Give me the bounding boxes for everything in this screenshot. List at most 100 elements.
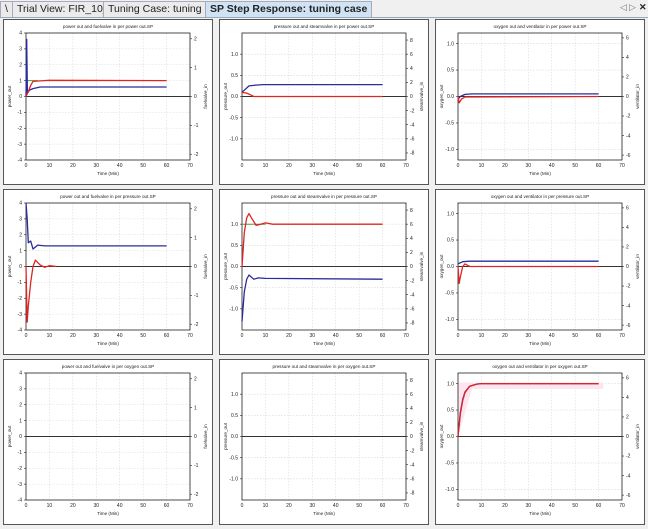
y2-tick-label: -6 xyxy=(410,307,415,313)
series-oxygen-out xyxy=(457,95,599,104)
x-tick-label: 0 xyxy=(241,503,244,509)
tab-label: \ xyxy=(5,3,8,15)
x-axis-label: Time (Min) xyxy=(313,511,335,516)
x-tick-label: 20 xyxy=(70,503,76,509)
y2-tick-label: 8 xyxy=(410,38,413,44)
y2-tick-label: -6 xyxy=(410,477,415,483)
scroll-right-icon[interactable]: ▷ xyxy=(629,2,636,12)
y-tick-label: 0.5 xyxy=(447,408,454,414)
y2-axis-label: steamvalve_in xyxy=(419,81,424,111)
x-tick-label: 60 xyxy=(164,163,170,169)
tab-sp-step-response[interactable]: SP Step Response: tuning case xyxy=(205,1,373,17)
x-tick-label: 70 xyxy=(187,163,193,169)
y-tick-label: -1.0 xyxy=(445,487,454,493)
y-axis-label: pressure_out xyxy=(223,252,228,280)
y-tick-label: -4 xyxy=(18,158,23,164)
y2-tick-label: -6 xyxy=(626,493,631,499)
y2-tick-label: -8 xyxy=(410,151,415,157)
y-tick-label: 1 xyxy=(19,418,22,424)
x-axis-label: Time (Min) xyxy=(97,341,119,346)
y2-tick-label: -2 xyxy=(626,284,631,290)
x-tick-label: 40 xyxy=(333,333,339,339)
x-axis-label: Time (Min) xyxy=(313,341,335,346)
y-tick-label: -4 xyxy=(18,498,23,504)
y-tick-label: 1.0 xyxy=(447,211,454,217)
x-axis-label: Time (Min) xyxy=(529,341,551,346)
x-tick-label: 50 xyxy=(572,163,578,169)
y2-axis-label: ventilator_in xyxy=(635,424,640,449)
y2-tick-label: 2 xyxy=(626,415,629,421)
y-tick-label: -1.0 xyxy=(445,317,454,323)
y-tick-label: -2 xyxy=(18,466,23,472)
x-tick-label: 60 xyxy=(596,503,602,509)
y-tick-label: 2 xyxy=(19,62,22,68)
x-tick-label: 70 xyxy=(403,163,409,169)
chart-title: pressure out and steamvalve in per oxyge… xyxy=(273,364,376,369)
x-tick-label: 50 xyxy=(140,503,146,509)
tab-label: Trial View: FIR_10_400 xyxy=(17,3,127,15)
scroll-left-icon[interactable]: ◁ xyxy=(620,2,627,12)
series-pressure-out xyxy=(241,91,383,98)
y2-tick-label: 2 xyxy=(626,75,629,81)
chart-title: power out and fuelvalve in per pressure … xyxy=(60,194,156,199)
y-axis-label: oxygen_out xyxy=(439,84,444,108)
y-tick-label: -1.0 xyxy=(445,147,454,153)
y-tick-label: 0.0 xyxy=(447,264,454,270)
x-tick-label: 40 xyxy=(549,503,555,509)
x-tick-label: 30 xyxy=(310,163,316,169)
y2-tick-label: -2 xyxy=(194,322,199,328)
y-tick-label: -0.5 xyxy=(229,455,238,461)
y-tick-label: -2 xyxy=(18,296,23,302)
x-tick-label: 40 xyxy=(549,163,555,169)
y2-axis-label: fuelvalve_in xyxy=(203,424,208,449)
y-axis-label: pressure_out xyxy=(223,422,228,450)
x-tick-label: 10 xyxy=(47,503,53,509)
y2-tick-label: -6 xyxy=(626,323,631,329)
y-tick-label: 1.0 xyxy=(231,52,238,58)
x-tick-label: 40 xyxy=(549,333,555,339)
y-tick-label: 3 xyxy=(19,387,22,393)
x-tick-label: 20 xyxy=(70,333,76,339)
close-icon[interactable]: ✕ xyxy=(639,2,647,12)
y-tick-label: -1.0 xyxy=(229,477,238,483)
x-tick-label: 50 xyxy=(140,333,146,339)
y-axis-label: power_out xyxy=(7,425,12,447)
y-tick-label: -0.5 xyxy=(229,115,238,121)
y-tick-label: 0.5 xyxy=(231,243,238,249)
y2-tick-label: -6 xyxy=(626,153,631,159)
y2-tick-label: 4 xyxy=(410,66,413,72)
x-tick-label: 40 xyxy=(117,503,123,509)
tab-overflow[interactable]: \ xyxy=(0,1,13,17)
chart-panel: oxygen out and ventilator in per pressur… xyxy=(435,189,645,355)
y2-tick-label: 2 xyxy=(410,420,413,426)
tab-tuning-case[interactable]: Tuning Case: tuning case xyxy=(103,1,232,17)
x-axis-label: Time (Min) xyxy=(97,511,119,516)
y-axis-label: power_out xyxy=(7,85,12,107)
x-tick-label: 60 xyxy=(380,163,386,169)
y-tick-label: 0.0 xyxy=(447,94,454,100)
y2-tick-label: 0 xyxy=(410,434,413,440)
tab-trial-view[interactable]: Trial View: FIR_10_400 xyxy=(12,1,132,17)
y-axis-label: oxygen_out xyxy=(439,424,444,448)
x-tick-label: 40 xyxy=(333,163,339,169)
y2-tick-label: 2 xyxy=(410,80,413,86)
y-tick-label: 4 xyxy=(19,31,22,37)
x-tick-label: 30 xyxy=(94,163,100,169)
y2-tick-label: -2 xyxy=(410,278,415,284)
series-ventilator-in xyxy=(457,260,599,265)
chart-panel: power out and fuelvalve in per pressure … xyxy=(3,189,213,355)
x-tick-label: 50 xyxy=(356,163,362,169)
y-tick-label: 4 xyxy=(19,371,22,377)
chart-title: power out and fuelvalve in per oxygen ou… xyxy=(62,364,154,369)
y-tick-label: 3 xyxy=(19,47,22,53)
y-axis-label: power_out xyxy=(7,255,12,277)
chart-title: pressure out and steamvalve in per power… xyxy=(274,24,375,29)
y-tick-label: -0.5 xyxy=(445,291,454,297)
y2-tick-label: 8 xyxy=(410,208,413,214)
x-tick-label: 10 xyxy=(47,163,53,169)
y2-axis-label: ventilator_in xyxy=(635,254,640,279)
x-tick-label: 70 xyxy=(187,503,193,509)
y2-tick-label: 4 xyxy=(410,236,413,242)
series-fuelvalve-in xyxy=(25,202,167,250)
y-tick-label: 1 xyxy=(19,248,22,254)
